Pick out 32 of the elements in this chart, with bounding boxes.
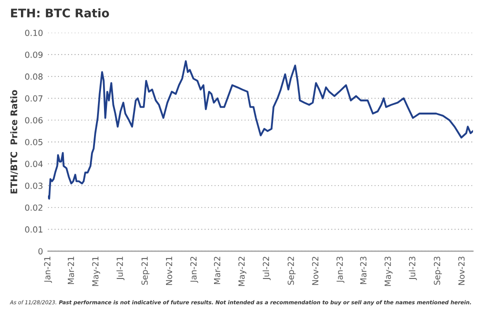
x-tick-label: Jan-22 xyxy=(190,256,198,283)
x-tick-label: May-23 xyxy=(384,256,393,286)
x-tick-label: Jul-21 xyxy=(116,256,124,280)
y-tick-label: 0.01 xyxy=(25,226,42,233)
x-tick-label: Sep-21 xyxy=(141,256,150,285)
x-tick-label: Sep-23 xyxy=(434,256,442,285)
x-tick-label: Jul-23 xyxy=(408,256,417,280)
x-tick-label: Jan-21 xyxy=(44,256,52,283)
y-tick-label: 0.06 xyxy=(25,117,43,124)
y-tick-label: 0.02 xyxy=(25,204,42,211)
x-tick-label: May-21 xyxy=(92,256,100,286)
y-tick-label: 0 xyxy=(38,248,43,254)
x-tick-label: Sep-22 xyxy=(288,256,296,285)
y-tick-label: 0.07 xyxy=(25,95,42,102)
x-tick-label: Mar-23 xyxy=(360,256,366,284)
x-tick-label: Mar-22 xyxy=(214,256,220,284)
x-tick-label: Jan-23 xyxy=(336,256,344,283)
y-tick-label: 0.03 xyxy=(25,182,42,189)
x-tick-label: May-22 xyxy=(238,256,246,286)
x-tick-label: Jul-22 xyxy=(262,256,271,280)
chart-title: ETH: BTC Ratio xyxy=(11,8,110,18)
line-series xyxy=(48,60,473,200)
y-tick-label: 0.09 xyxy=(25,52,43,58)
x-tick-label: Nov-22 xyxy=(312,256,318,285)
x-tick-label: Nov-21 xyxy=(166,256,172,285)
y-tick-label: 0.10 xyxy=(25,30,43,36)
y-tick-label: 0.04 xyxy=(25,160,43,168)
y-tick-label: 0.08 xyxy=(25,73,43,80)
y-tick-label: 0.05 xyxy=(25,138,42,146)
x-tick-label: Nov-23 xyxy=(458,256,465,285)
x-tick-label: Mar-21 xyxy=(68,256,74,284)
y-axis-title: ETH/BTC Price Ratio xyxy=(10,90,18,194)
